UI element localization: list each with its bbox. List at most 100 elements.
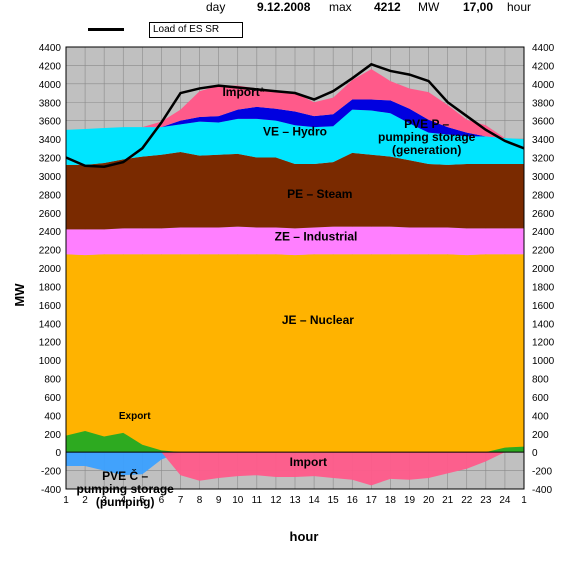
area-label-import_low: Import	[290, 455, 327, 469]
legend-load-line	[88, 28, 124, 31]
y-tick-label-left: 1000	[39, 356, 62, 367]
y-tick-label-right: 1200	[532, 338, 555, 349]
y-tick-label-right: 3800	[532, 98, 555, 109]
y-tick-label-right: 0	[532, 448, 538, 459]
x-tick-label: 1	[63, 495, 69, 506]
y-tick-label-right: 2400	[532, 227, 555, 238]
y-tick-label-right: 2200	[532, 246, 555, 257]
y-tick-label-left: 2600	[39, 209, 62, 220]
y-axis-label: MW	[12, 283, 27, 307]
y-tick-label-right: 400	[532, 411, 549, 422]
y-tick-label-left: 1800	[39, 282, 62, 293]
area-nuclear	[66, 254, 524, 453]
y-tick-label-left: 3800	[39, 98, 62, 109]
y-tick-label-left: 4400	[39, 43, 62, 54]
y-tick-label-left: 1200	[39, 338, 62, 349]
y-tick-label-right: 2800	[532, 190, 555, 201]
area-label-pvep: PVE P – pumping storage (generation)	[378, 117, 476, 157]
y-tick-label-left: 2400	[39, 227, 62, 238]
x-tick-label: 19	[404, 495, 416, 506]
area-label-import_top: Import*	[222, 85, 264, 99]
area-label-hydro: VE – Hydro	[263, 124, 327, 138]
area-label-steam: PE – Steam	[287, 187, 352, 201]
x-tick-label: 2	[82, 495, 88, 506]
x-tick-label: 4	[120, 495, 126, 506]
x-tick-label: 23	[480, 495, 492, 506]
y-tick-label-right: -400	[532, 485, 552, 496]
x-tick-label: 22	[461, 495, 473, 506]
area-pvec	[66, 452, 524, 476]
legend-box: Load of ES SR	[149, 22, 243, 38]
area-import	[66, 69, 524, 140]
y-tick-label-right: -200	[532, 467, 552, 478]
y-tick-label-left: 3400	[39, 135, 62, 146]
y-tick-label-left: -200	[41, 467, 61, 478]
x-tick-label: 15	[328, 495, 340, 506]
header-max-value: 4212	[374, 0, 401, 14]
y-tick-label-right: 4000	[532, 80, 555, 91]
x-tick-label: 8	[197, 495, 203, 506]
x-axis-label: hour	[290, 529, 319, 544]
y-tick-label-right: 800	[532, 375, 549, 386]
header-time: 17,00	[463, 0, 494, 14]
x-tick-label: 10	[232, 495, 244, 506]
area-pvep	[66, 99, 524, 140]
y-tick-label-left: 400	[44, 411, 61, 422]
header-max-label: max	[329, 0, 352, 14]
y-tick-label-left: 800	[44, 375, 61, 386]
y-tick-label-right: 1800	[532, 282, 555, 293]
y-tick-label-right: 1400	[532, 319, 555, 330]
header-time-label: hour	[507, 0, 532, 14]
plot-border	[65, 46, 525, 490]
y-tick-label-right: 600	[532, 393, 549, 404]
y-tick-label-left: 4000	[39, 80, 62, 91]
x-tick-label: 12	[270, 495, 282, 506]
x-tick-label: 21	[442, 495, 454, 506]
header-day-label: day	[206, 0, 226, 14]
y-tick-label-right: 3600	[532, 117, 555, 128]
x-tick-label: 24	[499, 495, 511, 506]
area-steam	[66, 151, 524, 230]
x-tick-label: 3	[101, 495, 107, 506]
x-tick-label: 13	[289, 495, 301, 506]
y-tick-label-left: 200	[44, 430, 61, 441]
y-tick-label-left: -400	[41, 485, 61, 496]
y-tick-label-left: 1600	[39, 301, 62, 312]
y-tick-label-right: 3400	[532, 135, 555, 146]
x-tick-label: 6	[159, 495, 165, 506]
y-tick-label-right: 200	[532, 430, 549, 441]
x-tick-label: 20	[423, 495, 435, 506]
area-label-export: Export	[119, 411, 151, 422]
y-tick-label-right: 1000	[532, 356, 555, 367]
y-tick-label-left: 2200	[39, 246, 62, 257]
legend-load-label: Load of ES SR	[153, 24, 220, 35]
y-tick-label-left: 600	[44, 393, 61, 404]
y-tick-label-left: 3200	[39, 154, 62, 165]
x-tick-label: 11	[252, 495, 263, 506]
y-tick-label-left: 3600	[39, 117, 62, 128]
y-tick-label-right: 4400	[532, 43, 555, 54]
y-tick-label-left: 3000	[39, 172, 62, 183]
x-tick-label: 18	[385, 495, 397, 506]
load-line	[65, 62, 525, 168]
area-label-industrial: ZE – Industrial	[275, 229, 358, 243]
y-tick-label-right: 2600	[532, 209, 555, 220]
y-tick-label-left: 4200	[39, 61, 62, 72]
x-tick-label: 9	[216, 495, 222, 506]
y-tick-label-right: 3200	[532, 154, 555, 165]
y-tick-label-left: 2800	[39, 190, 62, 201]
area-export	[66, 430, 524, 453]
y-tick-label-right: 2000	[532, 264, 555, 275]
header-unit: MW	[418, 0, 440, 14]
y-tick-label-left: 2000	[39, 264, 62, 275]
x-tick-label: 14	[309, 495, 321, 506]
x-tick-label: 5	[140, 495, 146, 506]
area-import_low	[66, 452, 524, 486]
area-label-pvec: PVE Č – pumping storage (pumping)	[76, 468, 174, 509]
area-label-nuclear: JE – Nuclear	[282, 313, 354, 327]
header-date: 9.12.2008	[257, 0, 311, 14]
y-tick-label-right: 3000	[532, 172, 555, 183]
x-tick-label: 16	[347, 495, 359, 506]
y-tick-label-left: 0	[55, 448, 61, 459]
